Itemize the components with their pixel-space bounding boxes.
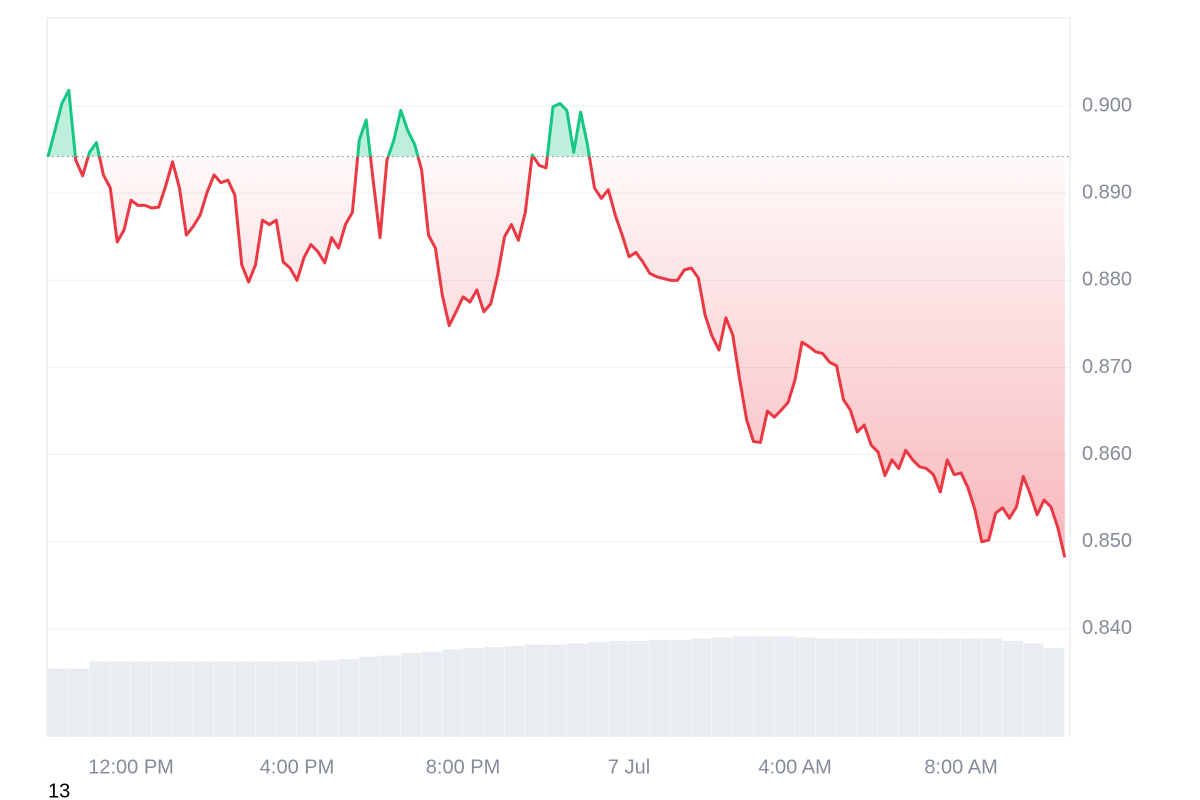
volume-bar — [1023, 643, 1044, 737]
volume-bar — [898, 638, 920, 737]
volume-bar — [172, 661, 193, 737]
volume-bar — [649, 639, 671, 737]
volume-bar — [338, 659, 359, 737]
area-down — [48, 156, 1065, 558]
volume-bar — [546, 644, 567, 737]
volume-bar — [255, 661, 276, 737]
volume-bar — [587, 642, 608, 737]
price-line-up — [46, 88, 591, 157]
price-line-down — [48, 156, 1067, 558]
x-tick-label: 4:00 PM — [260, 756, 334, 778]
volume-bar — [317, 660, 339, 737]
volume-bar — [421, 651, 442, 737]
volume-bar — [608, 641, 629, 737]
volume-bar — [1002, 641, 1023, 737]
volume-bar — [878, 638, 899, 737]
volume-bar — [815, 638, 837, 737]
y-tick-label: 0.850 — [1082, 530, 1132, 552]
volume-bar — [276, 661, 297, 737]
volume-bar — [712, 637, 733, 737]
volume-bar — [670, 639, 691, 737]
y-tick-label: 0.900 — [1082, 94, 1132, 116]
volume-bar — [1044, 648, 1065, 737]
volume-bar — [400, 653, 422, 737]
y-tick-label: 0.840 — [1082, 617, 1132, 639]
y-tick-label: 0.870 — [1082, 356, 1132, 378]
y-tick-label: 0.890 — [1082, 181, 1132, 203]
footnote: 13 — [48, 780, 70, 800]
volume-bar — [732, 636, 754, 737]
volume-bar — [691, 638, 712, 737]
volume-bar — [629, 641, 650, 737]
volume-bar — [919, 638, 940, 737]
grid — [46, 17, 1071, 737]
x-tick-label: 8:00 AM — [924, 756, 997, 778]
volume-bar — [525, 644, 546, 737]
x-tick-label: 8:00 PM — [426, 756, 500, 778]
volume-bar — [359, 656, 380, 737]
volume-bar — [940, 638, 961, 737]
volume-bar — [297, 661, 318, 737]
volume-bar — [48, 668, 69, 737]
volume-bar — [442, 649, 463, 737]
volume-bar — [89, 661, 110, 737]
volume-bar — [110, 661, 131, 737]
labels: 0.840 0.850 0.860 0.870 0.880 0.890 0.900 12:00… — [88, 94, 1132, 778]
volume-bar — [193, 661, 214, 737]
volume-bar — [795, 637, 816, 737]
volume-bar — [68, 668, 90, 737]
volume-bar — [151, 661, 173, 737]
y-tick-label: 0.860 — [1082, 443, 1132, 465]
price — [46, 88, 1070, 558]
volume-bar — [774, 636, 795, 737]
volume-bar — [857, 638, 878, 737]
volume-bar — [380, 655, 401, 737]
volume-bar — [566, 643, 588, 737]
volume-bar — [463, 648, 484, 737]
volume-bar — [753, 636, 774, 737]
volume-bar — [504, 645, 525, 737]
volume-bar — [234, 661, 256, 737]
x-tick-label: 7 Jul — [608, 756, 650, 778]
x-tick-label: 4:00 AM — [758, 756, 831, 778]
volume-bar — [214, 661, 235, 737]
y-tick-label: 0.880 — [1082, 269, 1132, 291]
volume — [48, 636, 1065, 737]
volume-bar — [483, 647, 505, 737]
x-tick-label: 12:00 PM — [88, 756, 174, 778]
volume-bar — [961, 638, 982, 737]
volume-bar — [131, 661, 152, 737]
volume-bar — [981, 638, 1003, 737]
volume-bar — [836, 638, 857, 737]
